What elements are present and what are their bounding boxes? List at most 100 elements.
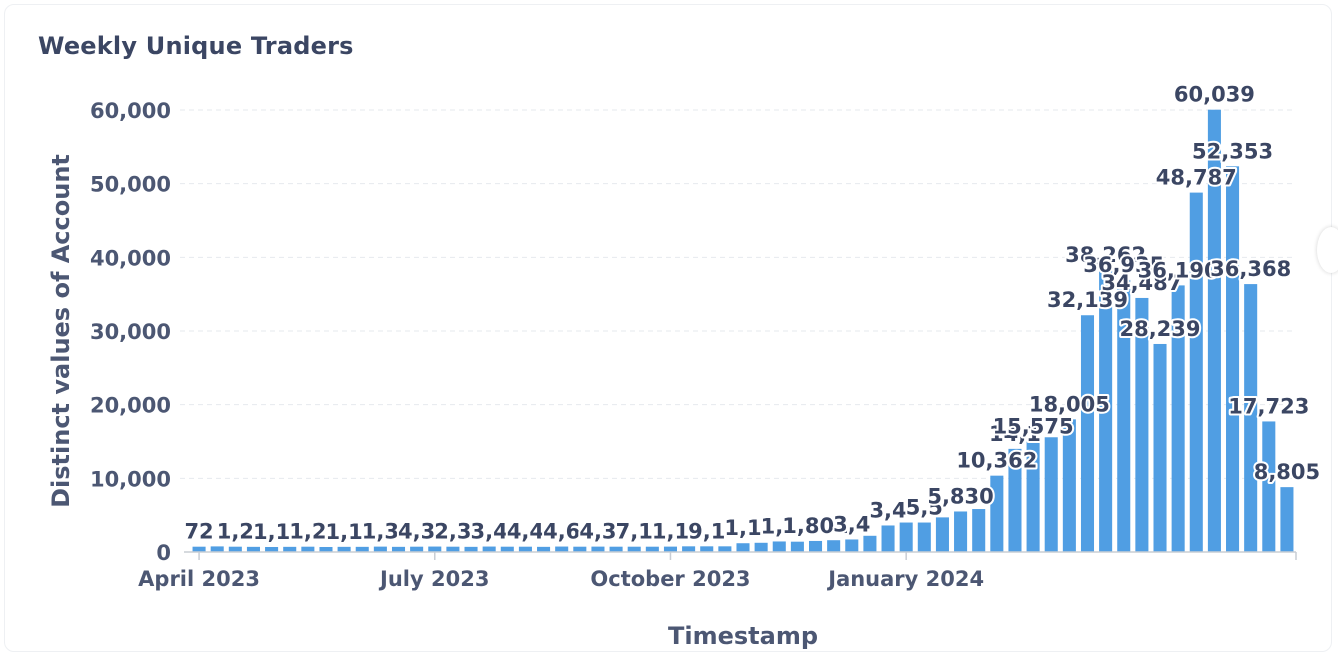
bar[interactable] [537,546,551,552]
x-tick-label: October 2023 [590,567,750,591]
bar[interactable] [1044,437,1058,552]
y-tick-label: 30,000 [90,320,171,344]
scroll-handle[interactable] [1317,227,1338,273]
bar[interactable] [827,540,841,552]
data-label: 14,1 [989,422,1041,446]
bar[interactable] [935,517,949,552]
y-tick-label: 50,000 [90,173,171,197]
y-axis-ticks: 0 10,000 20,000 30,000 40,000 50,000 60,000 [90,99,171,565]
data-label: 28,239 [1119,317,1200,341]
bar[interactable] [663,546,678,552]
bar[interactable] [319,546,333,552]
y-tick-label: 60,000 [90,99,171,123]
bar[interactable] [210,546,224,552]
data-label: 4,4 [507,520,544,544]
bar[interactable] [990,475,1004,552]
bar[interactable] [1207,109,1221,552]
bar[interactable] [482,546,496,552]
data-label: 17,723 [1228,394,1309,418]
bar[interactable] [446,546,460,552]
bar[interactable] [518,546,532,552]
bars [192,109,1294,553]
bar[interactable] [954,511,968,552]
data-label: 1,1 [652,520,689,544]
bar[interactable] [573,546,587,552]
y-tick-label: 0 [156,541,171,565]
bar[interactable] [736,543,750,552]
bar[interactable] [373,546,387,552]
bar[interactable] [1080,315,1095,552]
bar[interactable] [1117,279,1131,552]
bar[interactable] [1135,297,1149,552]
bar[interactable] [845,539,859,552]
bar[interactable] [700,546,714,552]
bar[interactable] [899,522,913,552]
x-axis-ticks: April 2023 July 2023 October 2023 January 2… [138,552,1297,591]
bar[interactable] [301,546,315,552]
y-tick-label: 20,000 [90,394,171,418]
data-label: 10,362 [956,449,1037,473]
x-tick-label: April 2023 [138,567,260,591]
bar[interactable] [645,546,659,552]
data-label: 38,262 [1065,243,1146,267]
data-label: 1,3 [362,520,399,544]
bar[interactable] [808,540,823,552]
data-label: 1,1 [724,516,761,540]
bar[interactable] [246,546,260,552]
data-labels: 72 1,2 1,1 1,2 1,1 1,3 4,3 2,3 3,4 4,4 4,6 4,3 7,1 1,… [182,81,1322,546]
data-label: 1,1 [326,520,363,544]
bar[interactable] [265,546,279,552]
data-label: 52,353 [1192,139,1273,163]
bar[interactable] [1244,284,1258,552]
bar[interactable] [591,546,605,552]
bar[interactable] [555,546,569,552]
bar[interactable] [355,546,369,552]
bar[interactable] [1008,448,1022,552]
bar[interactable] [1153,343,1167,552]
data-label: 36,935 [1083,253,1164,277]
x-axis-label: Timestamp [668,622,818,650]
data-label: 4,3 [579,520,616,544]
bar[interactable] [428,546,442,552]
bar[interactable] [917,522,931,552]
bar[interactable] [1026,441,1040,553]
bar[interactable] [1226,166,1240,553]
bar[interactable] [410,546,424,552]
bar[interactable] [500,546,514,552]
bar[interactable] [863,535,877,552]
data-label: 36,190 [1138,258,1219,282]
bar[interactable] [1062,419,1076,552]
y-tick-label: 10,000 [90,467,171,491]
bar[interactable] [627,546,641,552]
bar[interactable] [1189,192,1203,553]
bar[interactable] [881,525,895,552]
data-label: 5,830 [927,484,993,508]
data-label: 3,4 [833,512,870,536]
bar[interactable] [609,546,623,552]
data-label: 1,2 [289,520,326,544]
bar[interactable] [1280,487,1294,552]
bar[interactable] [464,546,478,552]
bar[interactable] [1171,285,1185,552]
data-label: 60,039 [1174,83,1255,107]
data-label: 1,802 [782,514,848,538]
bar[interactable] [391,546,406,552]
bar[interactable] [790,541,804,552]
bar[interactable] [772,541,786,552]
data-label: 4,6 [543,520,580,544]
data-label: 18,005 [1029,392,1110,416]
bar[interactable] [754,542,768,552]
bar[interactable] [718,546,732,552]
bar[interactable] [682,546,696,552]
bar[interactable] [337,546,351,552]
bar[interactable] [192,546,206,552]
data-label: 9,1 [688,519,725,543]
bar[interactable] [228,546,242,552]
data-label: 34,487 [1101,271,1182,295]
bar[interactable] [1262,421,1276,552]
bar[interactable] [283,546,297,552]
y-axis-label: Distinct values of Account [47,154,75,508]
bar[interactable] [1099,270,1113,552]
bar[interactable] [972,509,986,552]
